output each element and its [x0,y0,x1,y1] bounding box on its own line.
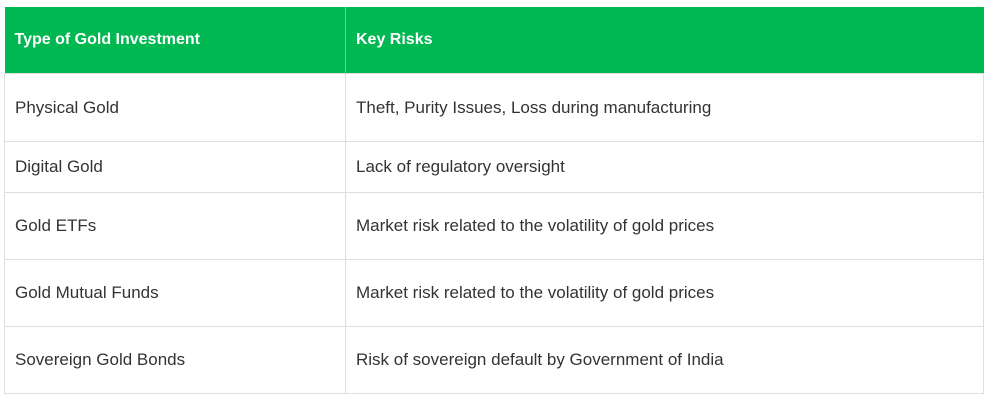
gold-investment-risk-table: Type of Gold Investment Key Risks Physic… [4,7,984,394]
header-row: Type of Gold Investment Key Risks [4,7,984,74]
key-risks-cell: Lack of regulatory oversight [345,141,984,193]
table-row: Digital Gold Lack of regulatory oversigh… [4,141,984,193]
investment-type-cell: Physical Gold [4,73,346,142]
key-risks-cell: Risk of sovereign default by Government … [345,326,984,394]
table-body: Physical Gold Theft, Purity Issues, Loss… [4,73,984,394]
investment-type-cell: Gold Mutual Funds [4,259,346,327]
table-row: Gold ETFs Market risk related to the vol… [4,192,984,260]
investment-type-cell: Sovereign Gold Bonds [4,326,346,394]
table-row: Gold Mutual Funds Market risk related to… [4,259,984,327]
table-row: Sovereign Gold Bonds Risk of sovereign d… [4,326,984,394]
investment-type-cell: Digital Gold [4,141,346,193]
gold-investment-risk-table-container: Type of Gold Investment Key Risks Physic… [4,7,984,394]
table-header: Type of Gold Investment Key Risks [4,7,984,74]
header-type-of-gold-investment: Type of Gold Investment [4,7,346,74]
key-risks-cell: Market risk related to the volatility of… [345,259,984,327]
investment-type-cell: Gold ETFs [4,192,346,260]
table-row: Physical Gold Theft, Purity Issues, Loss… [4,73,984,142]
key-risks-cell: Market risk related to the volatility of… [345,192,984,260]
header-key-risks: Key Risks [345,7,984,74]
key-risks-cell: Theft, Purity Issues, Loss during manufa… [345,73,984,142]
